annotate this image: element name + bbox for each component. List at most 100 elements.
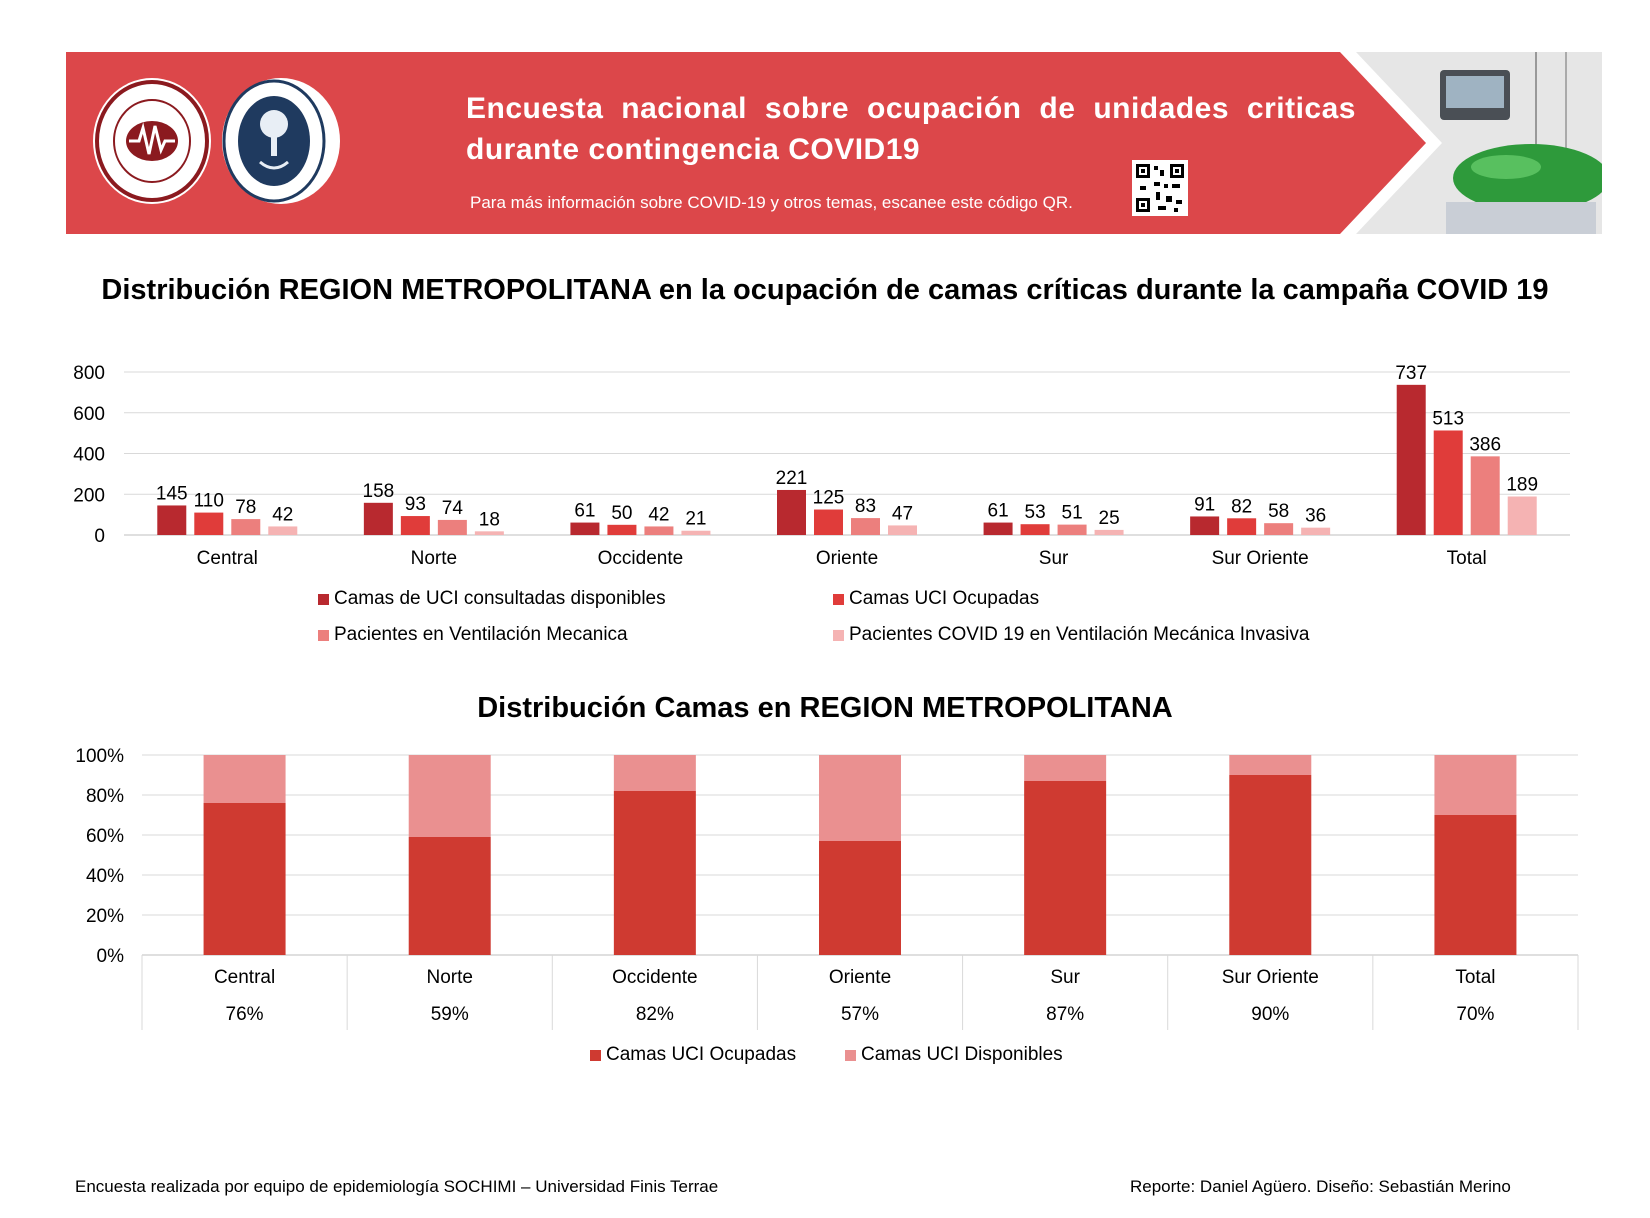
finis-terrae-logo [222, 78, 340, 204]
footer-credit-right: Reporte: Daniel Agüero. Diseño: Sebastiá… [1130, 1177, 1511, 1196]
bar-norte-1 [363, 502, 393, 535]
stacked-bar-central-2 [203, 755, 286, 803]
y-tick-label: 40% [86, 866, 124, 887]
data-label: 513 [1432, 408, 1464, 429]
data-label: 21 [685, 509, 706, 530]
legend-swatch [318, 593, 329, 605]
legend-item: Pacientes COVID 19 en Ventilación Mecáni… [833, 624, 1309, 646]
stacked-bar-total-2 [1434, 755, 1517, 815]
bar-oriente-3 [851, 518, 880, 535]
chart2-title: Distribución Camas en REGION METROPOLITA… [477, 692, 1173, 724]
y-tick-label: 800 [73, 363, 105, 384]
y-tick-label: 20% [86, 906, 124, 927]
data-label: 25 [1099, 508, 1120, 529]
stacked-bar-occidente-1 [613, 791, 696, 955]
bar-oriente-1 [777, 489, 806, 535]
legend-label: Camas UCI Disponibles [861, 1044, 1063, 1065]
bar-oriente-2 [814, 509, 843, 535]
legend-swatch [833, 593, 844, 605]
qr-code-icon[interactable] [1132, 160, 1188, 216]
legend-item: Camas de UCI consultadas disponibles [318, 588, 666, 610]
y-tick-label: 60% [86, 826, 124, 847]
stacked-bar-oriente-1 [819, 841, 901, 955]
y-tick-label: 600 [73, 404, 105, 425]
table-value: 76% [226, 1004, 264, 1025]
chart2-plot: 0% 20% 40% 60% 80% 100% Central 76% Norte 59% Occi… [75, 746, 1579, 1030]
x-tick-label: Central [214, 967, 275, 988]
y-tick-label: 200 [73, 485, 105, 506]
data-label: 47 [892, 503, 913, 524]
footer-credit-left: Encuesta realizada por equipo de epidemi… [75, 1177, 719, 1196]
data-label: 82 [1231, 496, 1252, 517]
x-tick-label: Sur Oriente [1222, 967, 1319, 988]
table-value: 87% [1046, 1004, 1084, 1025]
bar-sur-2 [1020, 524, 1050, 535]
bar-total-1 [1396, 384, 1426, 535]
data-label: 18 [479, 509, 500, 530]
bar-occidente-1 [570, 522, 600, 535]
data-label: 61 [574, 501, 595, 522]
legend-item: Camas UCI Disponibles [845, 1044, 1063, 1066]
y-tick-label: 0% [97, 946, 125, 967]
data-label: 93 [405, 494, 426, 515]
bar-sur-4 [1094, 529, 1124, 535]
data-label: 221 [776, 468, 808, 489]
banner-subtitle: Para más información sobre COVID-19 y ot… [470, 193, 1073, 212]
x-tick-label: Central [197, 548, 258, 569]
legend-label: Camas UCI Ocupadas [849, 588, 1040, 609]
stacked-bar-sur-2 [1024, 755, 1107, 781]
legend-label: Pacientes en Ventilación Mecanica [334, 624, 628, 645]
x-tick-label: Total [1447, 548, 1487, 569]
bar-sur-3 [1057, 524, 1087, 535]
bar-sur-1 [983, 522, 1013, 535]
data-label: 83 [855, 496, 876, 517]
data-label: 51 [1062, 503, 1083, 524]
legend-label: Pacientes COVID 19 en Ventilación Mecáni… [849, 624, 1310, 645]
y-tick-label: 400 [73, 445, 105, 466]
bar-central-3 [231, 519, 261, 535]
table-value: 82% [636, 1004, 674, 1025]
bar-occidente-4 [681, 530, 711, 535]
y-tick-label: 0 [94, 526, 105, 547]
legend-item: Pacientes en Ventilación Mecanica [318, 624, 628, 646]
bar-sur-oriente-4 [1301, 527, 1331, 535]
legend-swatch [590, 1049, 601, 1061]
chart1-title: Distribución REGION METROPOLITANA en la … [101, 274, 1549, 306]
stacked-bar-sur-oriente-2 [1229, 755, 1312, 775]
bar-sur-oriente-3 [1264, 523, 1294, 535]
data-label: 386 [1469, 434, 1501, 455]
x-tick-label: Oriente [829, 967, 891, 988]
x-tick-label: Total [1455, 967, 1495, 988]
data-label: 158 [363, 481, 395, 502]
data-label: 145 [156, 483, 188, 504]
stacked-bar-occidente-2 [613, 755, 696, 791]
header-banner: Encuesta nacional sobre ocupación de uni… [66, 52, 1602, 234]
bar-norte-4 [474, 531, 504, 535]
bar-central-1 [157, 505, 187, 535]
x-tick-label: Sur [1050, 967, 1080, 988]
x-tick-label: Norte [426, 967, 472, 988]
sochimi-logo [93, 78, 211, 204]
bar-norte-2 [400, 516, 430, 535]
data-label: 61 [988, 501, 1009, 522]
y-tick-label: 100% [75, 746, 124, 767]
legend-swatch [833, 629, 844, 641]
data-label: 78 [235, 497, 256, 518]
legend-label: Camas de UCI consultadas disponibles [334, 588, 666, 609]
legend-item: Camas UCI Ocupadas [590, 1044, 796, 1066]
bar-occidente-2 [607, 524, 637, 535]
table-value: 90% [1251, 1004, 1289, 1025]
data-label: 737 [1395, 363, 1427, 384]
data-label: 58 [1268, 501, 1289, 522]
stacked-bar-sur-oriente-1 [1229, 775, 1312, 955]
stacked-bar-sur-1 [1024, 781, 1107, 955]
x-tick-label: Oriente [816, 548, 878, 569]
table-value: 59% [431, 1004, 469, 1025]
bar-norte-3 [437, 519, 467, 535]
table-value: 57% [841, 1004, 879, 1025]
stacked-bar-oriente-2 [819, 755, 901, 841]
data-label: 53 [1025, 502, 1046, 523]
data-label: 50 [611, 503, 632, 524]
stacked-bar-total-1 [1434, 815, 1517, 955]
data-label: 125 [813, 488, 845, 509]
